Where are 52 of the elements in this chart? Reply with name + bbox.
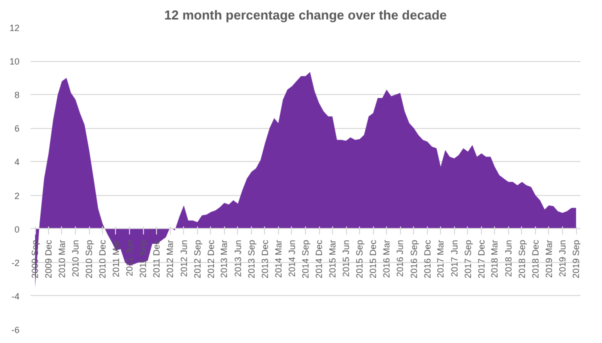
x-tick-label: 2018 Jun bbox=[503, 240, 514, 277]
y-tick-label: -2 bbox=[12, 258, 20, 268]
x-tick-label: 2016 Mar bbox=[382, 240, 392, 278]
x-tick-label: 2011 Mar bbox=[110, 240, 121, 278]
y-tick-label: 10 bbox=[9, 56, 20, 67]
x-tick-label: 2014 Dec bbox=[314, 239, 324, 278]
x-tick-label: 2011 Sep bbox=[138, 240, 148, 278]
x-tick-label: 2016 Dec bbox=[422, 239, 432, 278]
x-tick-label: 2010 Jun bbox=[70, 240, 81, 277]
y-tick-label: 0 bbox=[14, 224, 20, 234]
y-tick-label: -6 bbox=[12, 325, 20, 335]
x-tick-label: 2016 Sep bbox=[408, 240, 419, 278]
y-tick-label: 12 bbox=[9, 23, 20, 33]
x-tick-label: 2013 Jun bbox=[232, 240, 243, 277]
x-tick-label: 2009 Sep bbox=[30, 240, 40, 278]
x-tick-label: 2011 Jun bbox=[124, 240, 135, 276]
x-tick-label: 2013 Sep bbox=[246, 240, 257, 278]
x-tick-label: 2017 Mar bbox=[436, 240, 446, 278]
x-tick-label: 2017 Sep bbox=[462, 240, 473, 278]
x-tick-label: 2019 Sep bbox=[571, 240, 582, 278]
x-tick-label: 2019 Mar bbox=[544, 240, 554, 278]
x-tick-label: 2015 Mar bbox=[327, 240, 338, 278]
x-tick-label: 2010 Mar bbox=[56, 240, 67, 278]
x-tick-label: 2014 Jun bbox=[286, 240, 297, 277]
chart-title: 12 month percentage change over the decade bbox=[164, 8, 447, 22]
x-tick-label: 2012 Mar bbox=[165, 240, 176, 278]
x-tick-label: 2018 Sep bbox=[516, 240, 527, 278]
x-tick-label: 2013 Mar bbox=[219, 240, 230, 278]
x-tick-label: 2012 Jun bbox=[178, 240, 189, 277]
x-tick-label: 2016 Jun bbox=[395, 240, 406, 277]
x-tick-label: 2010 Sep bbox=[84, 240, 94, 278]
x-tick-label: 2015 Dec bbox=[368, 239, 378, 278]
x-tick-label: 2014 Mar bbox=[273, 240, 284, 278]
x-tick-label: 2009 Dec bbox=[44, 239, 54, 278]
x-tick-label: 2014 Sep bbox=[300, 240, 311, 278]
x-tick-label: 2017 Dec bbox=[476, 239, 486, 278]
x-tick-label: 2013 Dec bbox=[260, 239, 270, 278]
x-tick-label: 2018 Mar bbox=[490, 240, 500, 278]
x-tick-label: 2017 Jun bbox=[449, 240, 460, 277]
x-tick-label: 2010 Dec bbox=[98, 239, 108, 278]
x-tick-label: 2011 Dec bbox=[152, 239, 162, 278]
x-tick-label: 2012 Dec bbox=[206, 239, 216, 278]
x-tick-label: 2019 Jun bbox=[557, 240, 568, 277]
y-tick-label: 4 bbox=[14, 157, 20, 168]
y-tick-label: 8 bbox=[14, 90, 20, 100]
x-tick-label: 2015 Sep bbox=[354, 240, 365, 278]
x-tick-label: 2015 Jun bbox=[341, 240, 352, 277]
y-tick-label: -4 bbox=[12, 291, 20, 302]
y-tick-label: 2 bbox=[14, 190, 20, 201]
x-tick-label: 2012 Sep bbox=[192, 240, 202, 278]
y-tick-label: 6 bbox=[14, 124, 20, 134]
x-tick-label: 2018 Dec bbox=[530, 239, 540, 278]
